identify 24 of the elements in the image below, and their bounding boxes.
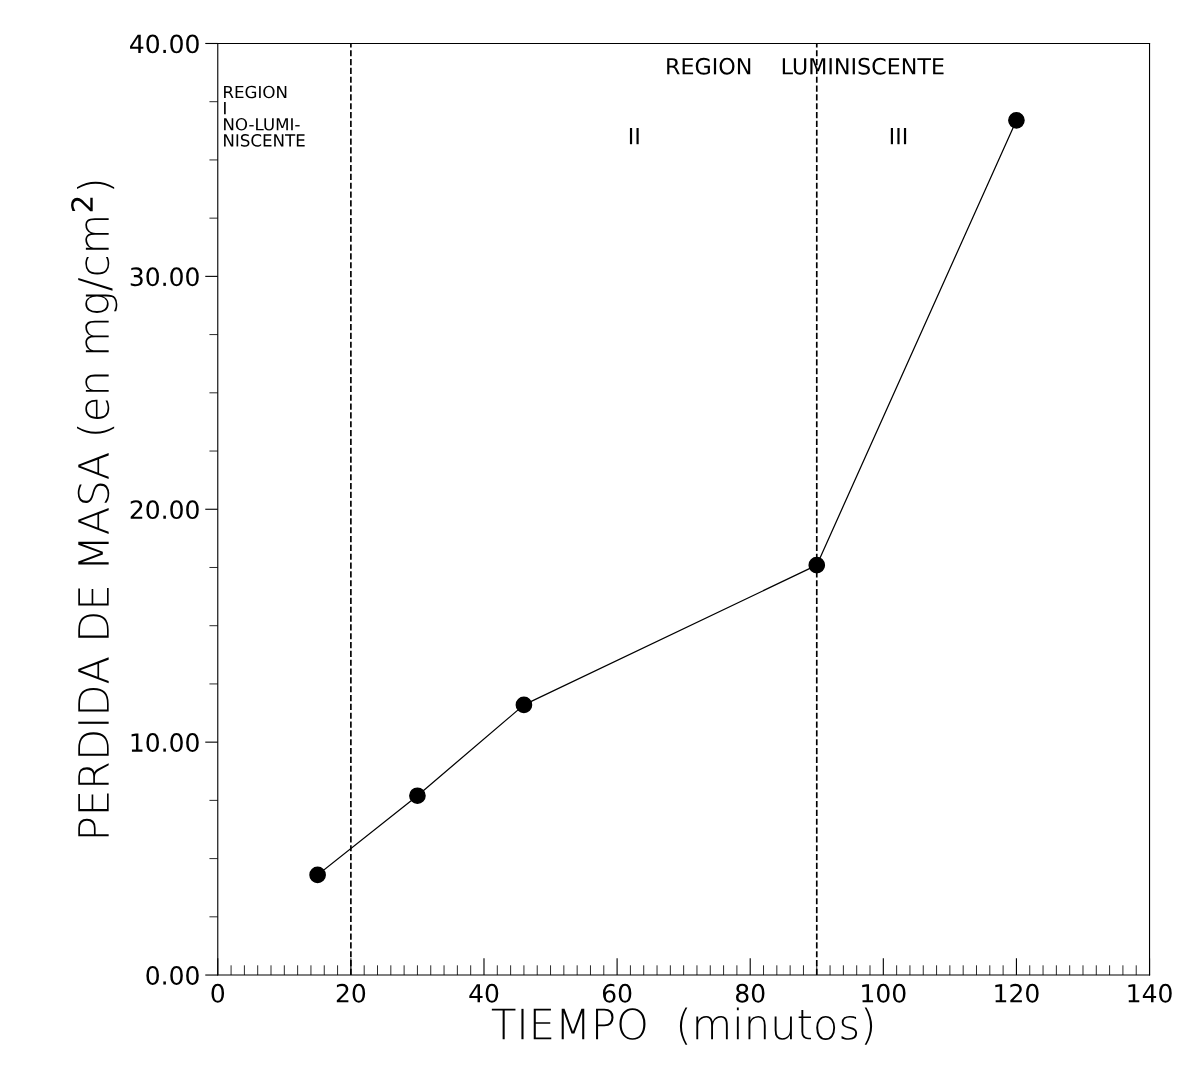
y-axis-title: PERDIDA DE MASA (en mg/cm$^{2}$) xyxy=(71,181,118,837)
y-tick-label: 30.00 xyxy=(130,267,199,287)
annotation: II xyxy=(629,128,639,145)
x-tick-label: 40 xyxy=(469,983,499,1003)
x-tick-label: 20 xyxy=(336,983,366,1003)
x-tick-label: 0 xyxy=(211,983,225,1003)
y-tick-label: 0.00 xyxy=(146,965,199,985)
y-tick-label: 40.00 xyxy=(130,34,199,54)
x-tick-label: 80 xyxy=(736,983,765,1003)
point xyxy=(515,696,533,714)
x-tick-label: 140 xyxy=(1128,983,1172,1003)
x-tick-label: 100 xyxy=(862,983,906,1003)
point xyxy=(1008,111,1025,129)
x-axis-title: TIEMPO (minutos) xyxy=(491,1007,873,1045)
annotation: REGION LUMINISCENTE xyxy=(667,57,944,75)
annotation: REGION I NO-LUMI- NISCENTE xyxy=(224,85,305,147)
x-tick-label: 120 xyxy=(995,983,1039,1003)
annotation: III xyxy=(890,128,907,145)
y-tick-label: 10.00 xyxy=(131,733,199,752)
y-tick-label: 20.00 xyxy=(130,500,199,520)
point xyxy=(409,787,426,805)
point xyxy=(309,866,326,884)
x-tick-label: 60 xyxy=(602,983,632,1003)
point xyxy=(808,556,826,574)
